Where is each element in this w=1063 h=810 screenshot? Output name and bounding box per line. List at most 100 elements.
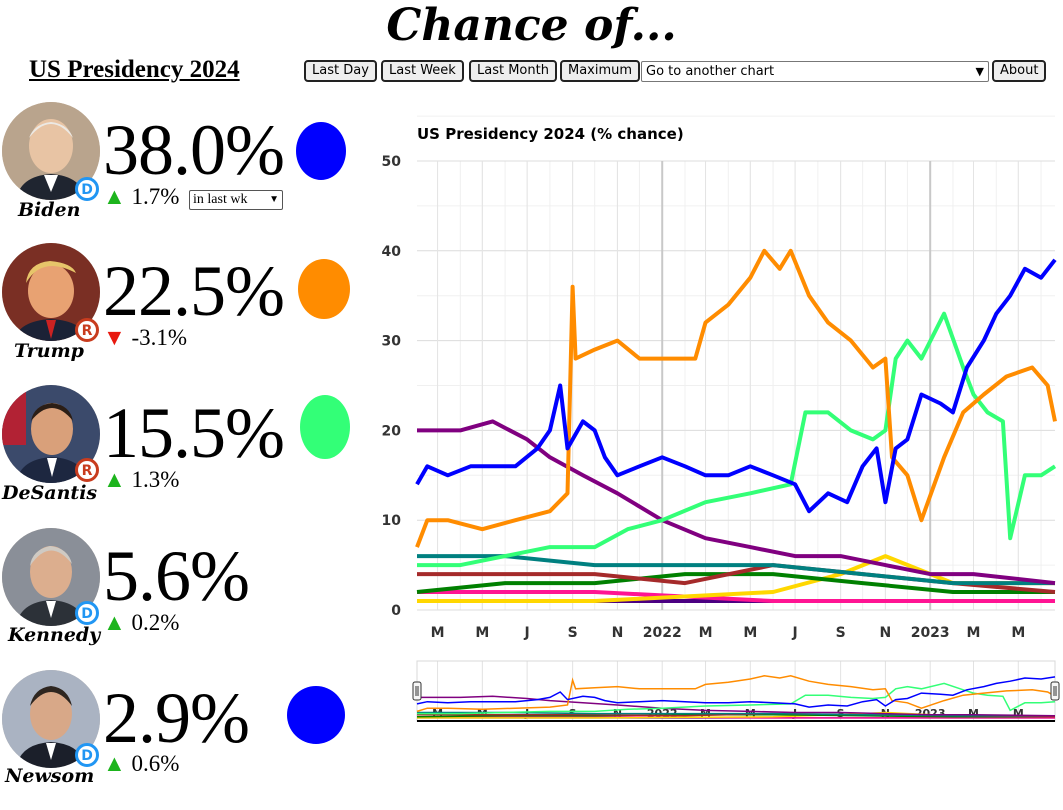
- page-title: Chance of...: [386, 0, 677, 51]
- candidate-trump: R Trump 22.5% ▼ -3.1%: [0, 243, 360, 383]
- candidate-percent: 2.9%: [103, 678, 250, 758]
- portrait-icon: [2, 670, 100, 768]
- y-tick-label: 0: [391, 603, 401, 619]
- navigator-tick-label: J: [792, 707, 797, 720]
- navigator-series-line: [416, 676, 1056, 708]
- up-arrow-icon: ▲: [103, 467, 126, 492]
- candidate-biden: D Biden 38.0% ▲ 1.7%: [0, 102, 360, 242]
- x-tick-label: M: [699, 625, 713, 641]
- navigator-tick-label: N: [613, 707, 622, 720]
- candidate-name: Trump: [14, 340, 84, 362]
- navigator-series-line: [417, 712, 1056, 718]
- series-line: [417, 590, 1055, 603]
- last-day-button[interactable]: Last Day: [304, 60, 377, 82]
- democrat-badge-icon: D: [75, 743, 99, 767]
- period-select[interactable]: in last wk ▼: [189, 190, 283, 210]
- y-tick-label: 30: [382, 334, 402, 350]
- x-tick-label: M: [431, 625, 445, 641]
- candidate-change: ▲ 1.3%: [103, 467, 179, 493]
- candidate-name: DeSantis: [2, 482, 98, 504]
- about-button[interactable]: About: [992, 60, 1047, 82]
- series-line: [417, 311, 1057, 568]
- last-week-button[interactable]: Last Week: [381, 60, 464, 82]
- candidate-percent: 22.5%: [103, 251, 285, 331]
- series-line: [417, 563, 1056, 594]
- up-arrow-icon: ▲: [103, 751, 126, 776]
- x-tick-label: N: [880, 625, 892, 641]
- series-line: [415, 248, 1057, 548]
- range-handle[interactable]: [1050, 681, 1060, 701]
- maximum-button[interactable]: Maximum: [560, 60, 641, 82]
- change-value: -3.1%: [131, 325, 188, 350]
- navigator-series-line: [417, 711, 1055, 719]
- chart-select-value: Go to another chart: [646, 64, 775, 79]
- navigator-series-line: [417, 695, 1056, 717]
- candidate-color-dot: [287, 686, 345, 744]
- last-month-button[interactable]: Last Month: [469, 60, 557, 82]
- x-tick-label: J: [524, 625, 530, 641]
- portrait-icon: [2, 385, 100, 483]
- navigator-tick-label: 2023: [915, 707, 946, 720]
- up-arrow-icon: ▲: [103, 610, 126, 635]
- candidate-photo: [2, 670, 100, 768]
- navigator-series-line: [416, 713, 1055, 718]
- candidate-percent: 38.0%: [103, 110, 285, 190]
- candidate-percent: 15.5%: [103, 393, 285, 473]
- candidate-kennedy: D Kennedy 5.6% ▲ 0.2%: [0, 528, 360, 668]
- candidate-name: Newsom: [5, 765, 95, 787]
- chevron-down-icon: ▼: [269, 194, 279, 205]
- series-line: [417, 554, 1055, 603]
- navigator-tick-label: M: [745, 707, 756, 720]
- navigator-tick-label: S: [837, 707, 845, 720]
- chart-title: US Presidency 2024 (% chance): [417, 125, 684, 143]
- navigator-tick-label: M: [968, 707, 979, 720]
- chart-series: [415, 248, 1057, 603]
- navigator-frame: [416, 660, 1056, 722]
- navigator-series-line: [416, 675, 1056, 713]
- navigator-tick-label: M: [700, 707, 711, 720]
- change-value: 0.2%: [131, 610, 180, 635]
- y-axis: 0 10 20 30 40 50: [382, 154, 402, 619]
- navigator-tick-label: M: [477, 707, 488, 720]
- navigator-series-line: [417, 711, 1055, 717]
- candidate-color-dot: [296, 122, 346, 180]
- x-tick-label: M: [475, 625, 489, 641]
- navigator-tick-label: M: [1013, 707, 1024, 720]
- x-tick-label: 2023: [911, 625, 950, 641]
- candidate-photo: [2, 102, 100, 200]
- candidate-newsom: D Newsom 2.9% ▲ 0.6%: [0, 670, 360, 810]
- candidate-percent: 5.6%: [103, 536, 250, 616]
- navigator-tick-label: 2022: [647, 707, 678, 720]
- x-tick-label: 2022: [643, 625, 682, 641]
- portrait-icon: [2, 102, 100, 200]
- chart-select[interactable]: Go to another chart ▼: [641, 61, 989, 82]
- chart-grid: [417, 115, 1055, 611]
- series-line: [417, 419, 1056, 586]
- change-value: 0.6%: [131, 751, 180, 776]
- republican-badge-icon: R: [75, 318, 99, 342]
- y-tick-label: 10: [382, 513, 402, 529]
- series-line: [416, 572, 1055, 594]
- portrait-icon: [2, 528, 100, 626]
- candidate-change: ▲ 0.2%: [103, 610, 179, 636]
- navigator-tick-label: J: [524, 707, 529, 720]
- range-handle[interactable]: [412, 681, 422, 701]
- candidate-change: ▲ 0.6%: [103, 751, 179, 777]
- x-tick-label: S: [836, 625, 846, 641]
- candidate-name: Biden: [18, 199, 81, 221]
- democrat-badge-icon: D: [75, 177, 99, 201]
- navigator-series-line: [417, 682, 1056, 715]
- candidate-change: ▼ -3.1%: [103, 325, 187, 351]
- range-navigator[interactable]: M M J S N 2022 M M J S N 2023 M M: [412, 660, 1060, 722]
- navigator-series-line: [417, 716, 1055, 719]
- democrat-badge-icon: D: [75, 601, 99, 625]
- up-arrow-icon: ▲: [103, 184, 126, 209]
- period-select-value: in last wk: [193, 192, 248, 207]
- y-tick-label: 20: [382, 423, 402, 439]
- series-line: [415, 258, 1057, 514]
- navigator-tick-label: N: [881, 707, 890, 720]
- market-title[interactable]: US Presidency 2024: [29, 56, 240, 83]
- x-tick-label: S: [568, 625, 578, 641]
- y-tick-label: 50: [382, 154, 402, 170]
- x-tick-label: M: [743, 625, 757, 641]
